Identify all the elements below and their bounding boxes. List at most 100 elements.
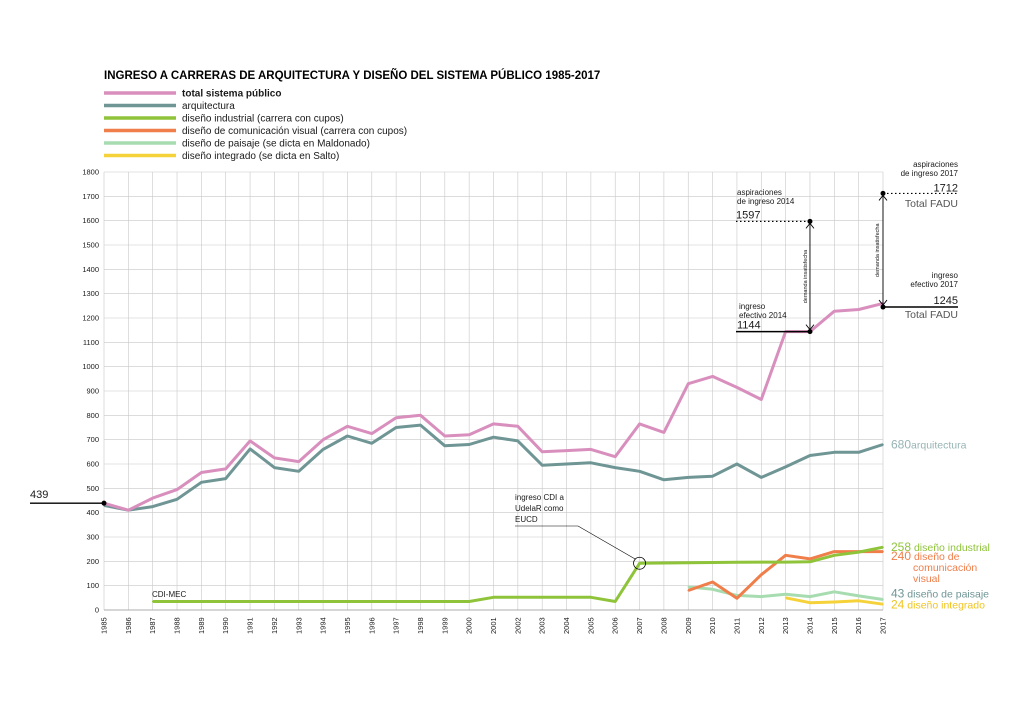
data-point-2-16 — [492, 596, 495, 599]
asp2014-value: 1597 — [736, 209, 760, 221]
asp2014-dot — [807, 218, 813, 224]
demand2017-arrow-down — [878, 299, 888, 306]
data-point-1-26 — [736, 463, 738, 465]
demand2014-arrow-up — [805, 222, 815, 229]
data-point-1-32 — [882, 443, 884, 446]
end-label-4: 24 diseño integrado — [891, 598, 985, 612]
x-tick-label-15: 2000 — [465, 617, 474, 634]
data-point-2-22 — [638, 562, 641, 565]
data-point-0-22 — [638, 423, 641, 425]
data-point-1-23 — [663, 479, 665, 481]
data-point-2-32 — [882, 546, 884, 549]
y-tick-label-3: 300 — [86, 533, 99, 542]
x-tick-label-10: 1995 — [343, 617, 352, 634]
x-tick-label-29: 2014 — [805, 617, 814, 634]
x-tick-label-27: 2012 — [757, 617, 766, 634]
y-tick-label-12: 1200 — [82, 314, 99, 323]
series-lines — [103, 301, 884, 606]
data-point-0-31 — [857, 308, 860, 311]
end-label-extra-2-1: visual — [913, 573, 940, 585]
x-tick-label-19: 2004 — [562, 617, 571, 634]
data-point-2-25 — [711, 561, 714, 564]
x-tick-label-31: 2016 — [854, 617, 863, 634]
end-label-1: 258 diseño industrial — [891, 540, 990, 554]
end-label-value-2: 240 — [891, 549, 911, 563]
data-point-5-30 — [833, 601, 836, 603]
end-label-value-4: 24 — [891, 598, 905, 612]
data-point-5-31 — [857, 599, 860, 602]
data-point-3-30 — [833, 550, 836, 553]
ing2014-label-0: ingreso — [739, 302, 766, 311]
asp2014-label-1: de ingreso 2014 — [737, 197, 795, 206]
end-label-text-4: diseño integrado — [904, 600, 985, 612]
data-point-1-8 — [297, 470, 300, 473]
end-label-text-2: diseño de — [911, 551, 960, 563]
data-point-2-27 — [760, 561, 763, 563]
data-point-0-18 — [541, 451, 543, 453]
chart-title: INGRESO A CARRERAS DE ARQUITECTURA Y DIS… — [104, 69, 600, 82]
y-tick-label-15: 1500 — [82, 241, 99, 250]
data-point-2-4 — [200, 600, 203, 603]
x-tick-label-0: 1985 — [100, 617, 109, 634]
ing2017-dot — [880, 304, 886, 310]
x-tick-label-11: 1996 — [367, 617, 376, 634]
asp2017-dot — [880, 190, 886, 196]
legend-label-0: total sistema público — [182, 89, 281, 100]
x-tick-label-18: 2003 — [538, 617, 547, 634]
data-point-2-13 — [419, 600, 422, 603]
legend-label-1: arquitectura — [182, 101, 235, 112]
data-point-3-28 — [784, 554, 787, 557]
x-tick-label-23: 2008 — [659, 617, 668, 634]
data-point-2-19 — [565, 596, 568, 599]
end-label-0: 680arquitectura — [891, 438, 967, 452]
data-point-2-5 — [224, 600, 227, 603]
ing2014-label-1: efectivo 2014 — [739, 311, 787, 320]
demand2017-label: demanda insatisfecha — [875, 223, 881, 277]
total-fadu-2017-ing: Total FADU — [905, 309, 958, 321]
data-point-2-3 — [176, 600, 178, 603]
end-label-value-1: 258 — [891, 540, 911, 554]
data-point-0-12 — [395, 416, 397, 419]
end-label-3: 43 diseño de paisaje — [891, 586, 989, 600]
data-point-5-32 — [882, 603, 884, 605]
data-point-2-26 — [736, 561, 738, 564]
data-point-0-24 — [687, 382, 690, 385]
y-tick-label-1: 100 — [86, 581, 99, 590]
data-point-3-29 — [809, 558, 811, 560]
data-point-2-18 — [541, 596, 543, 599]
data-point-2-12 — [395, 600, 397, 603]
data-point-0-26 — [736, 386, 738, 389]
data-point-1-31 — [857, 451, 860, 454]
data-point-1-25 — [711, 475, 714, 477]
data-point-1-24 — [687, 476, 690, 479]
data-point-4-31 — [857, 595, 860, 597]
data-point-4-25 — [711, 588, 714, 591]
asp2017-label-0: aspiraciones — [913, 160, 958, 169]
data-point-0-27 — [760, 398, 763, 401]
data-point-4-24 — [687, 586, 690, 588]
start-value-dot — [101, 500, 107, 506]
data-point-5-29 — [809, 601, 811, 604]
data-point-1-30 — [833, 451, 836, 454]
y-tick-label-9: 900 — [86, 387, 99, 396]
data-point-2-6 — [249, 600, 251, 603]
legend-label-2: diseño industrial (carrera con cupos) — [182, 114, 344, 125]
cdi-note-line-2: EUCD — [515, 515, 538, 524]
data-point-2-15 — [468, 600, 470, 603]
data-point-1-2 — [151, 505, 154, 508]
data-point-4-29 — [809, 595, 811, 598]
data-point-2-11 — [370, 600, 373, 603]
data-point-0-16 — [492, 423, 495, 425]
x-axis: 1985 1986 1987 1988 1989 1990 1991 1992 1993 1994… — [100, 617, 888, 634]
data-point-1-18 — [541, 464, 543, 467]
x-tick-label-21: 2006 — [611, 617, 620, 634]
demand2017-arrow-up — [878, 194, 888, 201]
data-point-0-10 — [346, 425, 349, 428]
data-point-3-32 — [882, 550, 884, 553]
y-tick-label-10: 1000 — [82, 362, 99, 371]
data-point-0-5 — [224, 468, 227, 470]
y-tick-label-16: 1600 — [82, 216, 99, 225]
x-tick-label-4: 1989 — [197, 617, 206, 634]
legend-label-4: diseño de paisaje (se dicta en Maldonado… — [182, 139, 370, 150]
